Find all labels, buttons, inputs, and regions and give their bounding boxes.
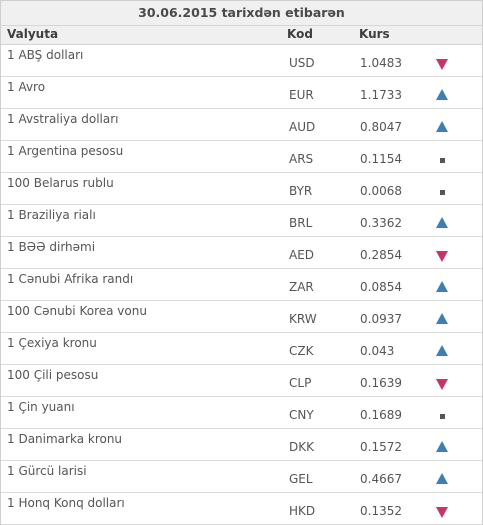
table-row: 1 Avstraliya dolları AUD 0.8047 xyxy=(1,109,482,141)
trend-up-icon xyxy=(436,344,450,356)
currency-code: CNY xyxy=(289,408,314,422)
trend-down-icon xyxy=(436,248,450,262)
table-row: 1 Honq Konq dolları HKD 0.1352 xyxy=(1,493,482,525)
currency-name: 100 Cənubi Korea vonu xyxy=(7,304,147,318)
panel-title: 30.06.2015 tarixdən etibarən xyxy=(1,1,482,26)
currency-code: DKK xyxy=(289,440,314,454)
currency-code: CZK xyxy=(289,344,314,358)
trend-up-icon xyxy=(436,280,450,292)
currency-name: 1 Çin yuanı xyxy=(7,400,75,414)
currency-name: 1 Avstraliya dolları xyxy=(7,112,119,126)
currency-name: 1 Çexiya kronu xyxy=(7,336,97,350)
exchange-rate: 1.1733 xyxy=(360,88,402,102)
trend-down-icon xyxy=(436,56,450,70)
currency-name: 1 Braziliya rialı xyxy=(7,208,96,222)
currency-code: CLP xyxy=(289,376,312,390)
table-row: 100 Belarus rublu BYR 0.0068 xyxy=(1,173,482,205)
table-row: 1 Çin yuanı CNY 0.1689 xyxy=(1,397,482,429)
table-row: 1 Braziliya rialı BRL 0.3362 xyxy=(1,205,482,237)
trend-down-icon xyxy=(436,504,450,518)
rates-table-body: 1 ABŞ dolları USD 1.0483 1 Avro EUR 1.1733 1 A… xyxy=(1,45,482,525)
table-row: 100 Cənubi Korea vonu KRW 0.0937 xyxy=(1,301,482,333)
currency-code: BYR xyxy=(289,184,313,198)
table-row: 1 Danimarka kronu DKK 0.1572 xyxy=(1,429,482,461)
currency-code: EUR xyxy=(289,88,314,102)
exchange-rate: 0.2854 xyxy=(360,248,402,262)
currency-name: 100 Çili pesosu xyxy=(7,368,99,382)
currency-code: BRL xyxy=(289,216,313,230)
currency-code: KRW xyxy=(289,312,317,326)
currency-code: GEL xyxy=(289,472,313,486)
table-row: 1 BƏƏ dirhəmi AED 0.2854 xyxy=(1,237,482,269)
trend-up-icon xyxy=(436,312,450,324)
currency-name: 1 BƏƏ dirhəmi xyxy=(7,240,96,254)
table-row: 1 Avro EUR 1.1733 xyxy=(1,77,482,109)
trend-up-icon xyxy=(436,216,450,228)
exchange-rate: 0.0068 xyxy=(360,184,402,198)
exchange-rate: 0.8047 xyxy=(360,120,402,134)
currency-code: AUD xyxy=(289,120,316,134)
exchange-rate: 0.1689 xyxy=(360,408,402,422)
currency-code: HKD xyxy=(289,504,316,518)
currency-code: ARS xyxy=(289,152,314,166)
currency-name: 1 Argentina pesosu xyxy=(7,144,124,158)
table-row: 1 ABŞ dolları USD 1.0483 xyxy=(1,45,482,77)
trend-unchanged-icon xyxy=(436,408,450,420)
exchange-rate: 0.1639 xyxy=(360,376,402,390)
table-row: 1 Gürcü larisi GEL 0.4667 xyxy=(1,461,482,493)
exchange-rate: 0.0854 xyxy=(360,280,402,294)
trend-up-icon xyxy=(436,440,450,452)
column-header-code: Kod xyxy=(287,27,313,41)
trend-unchanged-icon xyxy=(436,152,450,164)
exchange-rate: 0.1352 xyxy=(360,504,402,518)
exchange-rate: 0.3362 xyxy=(360,216,402,230)
trend-up-icon xyxy=(436,88,450,100)
exchange-rate: 0.4667 xyxy=(360,472,402,486)
table-header: Valyuta Kod Kurs xyxy=(1,26,482,45)
exchange-rate: 0.1154 xyxy=(360,152,402,166)
currency-name: 1 Danimarka kronu xyxy=(7,432,123,446)
column-header-rate: Kurs xyxy=(359,27,390,41)
currency-name: 1 Cənubi Afrika randı xyxy=(7,272,134,286)
currency-code: ZAR xyxy=(289,280,314,294)
table-row: 100 Çili pesosu CLP 0.1639 xyxy=(1,365,482,397)
exchange-rate: 0.1572 xyxy=(360,440,402,454)
exchange-rate: 1.0483 xyxy=(360,56,402,70)
currency-name: 1 Gürcü larisi xyxy=(7,464,87,478)
trend-down-icon xyxy=(436,376,450,390)
currency-name: 1 Honq Konq dolları xyxy=(7,496,125,510)
trend-up-icon xyxy=(436,120,450,132)
column-header-currency: Valyuta xyxy=(7,27,59,41)
currency-code: USD xyxy=(289,56,315,70)
table-row: 1 Cənubi Afrika randı ZAR 0.0854 xyxy=(1,269,482,301)
table-row: 1 Çexiya kronu CZK 0.043 xyxy=(1,333,482,365)
exchange-rate: 0.043 xyxy=(360,344,395,358)
currency-code: AED xyxy=(289,248,315,262)
trend-up-icon xyxy=(436,472,450,484)
trend-unchanged-icon xyxy=(436,184,450,196)
currency-name: 1 ABŞ dolları xyxy=(7,48,84,62)
exchange-rate: 0.0937 xyxy=(360,312,402,326)
currency-name: 1 Avro xyxy=(7,80,46,94)
currency-name: 100 Belarus rublu xyxy=(7,176,114,190)
table-row: 1 Argentina pesosu ARS 0.1154 xyxy=(1,141,482,173)
